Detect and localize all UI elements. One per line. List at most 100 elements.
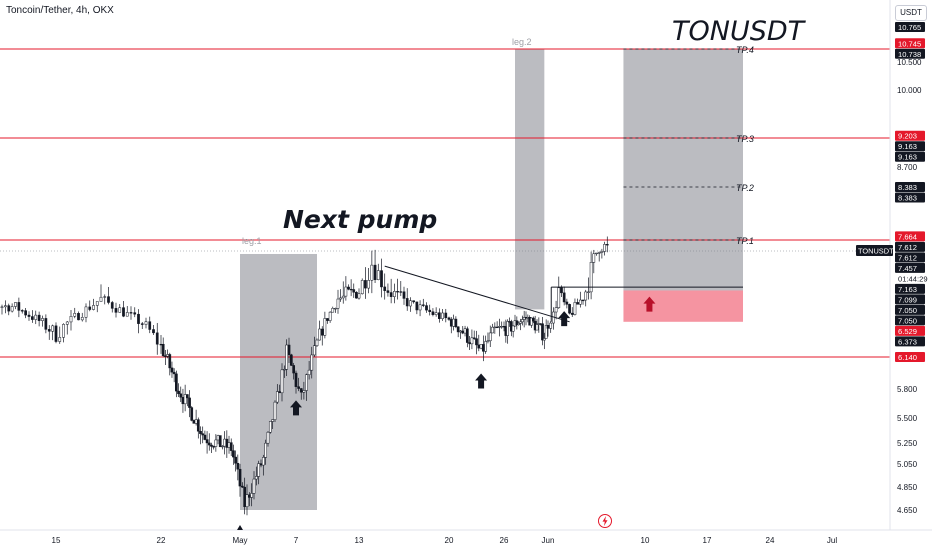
candle-body-167 [444,312,448,319]
y-tick-label: 5.800 [897,385,918,394]
candle-body-222 [562,292,566,303]
target-arrow-up-icon [643,296,656,312]
candle-body-169 [449,319,453,327]
price-axis[interactable]: 10.500 10.000 8.700 5.800 5.500 5.250 5.050 4.8… [856,0,928,530]
price-tag-label: 10.738 [898,50,921,59]
candle-body-84 [221,445,224,448]
candle-body-54 [152,329,155,334]
symbol-header[interactable]: Toncoin/Tether, 4h, OKX [6,5,114,16]
candle-body-44 [114,308,118,313]
x-tick-label: May [232,536,247,545]
candle-body-179 [472,337,476,339]
candle-body-142 [364,280,367,289]
candle-body-129 [328,311,332,321]
candle-body-97 [250,493,254,498]
candle-body-133 [339,297,342,300]
candle-body-48 [129,312,133,314]
candle-body-226 [573,302,577,315]
arrow-up-icon-2 [558,311,571,327]
y-tick-label: 10.000 [897,86,922,95]
price-tag-bg [895,304,925,315]
arrow-up-icon-0 [290,400,302,416]
y-tick-label: 4.850 [897,483,918,492]
candle-body-60 [168,354,172,369]
candle-body-119 [302,390,306,393]
candle-body-59 [166,354,169,357]
entry-zone [623,290,743,322]
candle-body-225 [570,312,574,315]
candle-body-36 [84,306,88,318]
candle-body-105 [268,421,272,433]
price-tag-bg [895,325,925,336]
candle-body-180 [475,338,478,346]
price-tag-bg [895,262,925,273]
tp3-label: TP.3 [736,134,754,144]
zones [240,49,743,510]
candle-body-224 [568,304,571,314]
candle-body-155 [405,298,409,307]
currency-button[interactable]: USDT [895,5,927,21]
candle-body-62 [172,371,176,375]
lightning-circle-icon[interactable] [597,513,613,529]
price-tag-bg [895,241,925,252]
candle-body-235 [597,252,601,254]
candle-body-201 [519,321,522,324]
candle-body-64 [177,390,180,395]
price-tag-bg [895,273,925,284]
price-tag-label: 7.664 [898,232,917,241]
candle-body-29 [58,337,62,342]
candle-body-116 [294,372,298,387]
price-tag-label: 10.745 [898,39,921,48]
price-tag-label: 9.163 [898,142,917,151]
candle-body-229 [581,299,585,302]
x-tick-label: 24 [766,536,775,545]
price-tag-bg [895,182,925,192]
candle-body-171 [454,318,458,328]
candle-body-95 [245,494,249,507]
candle-body-230 [584,291,588,301]
candle-body-15 [10,306,14,312]
candle-body-131 [334,308,337,310]
price-tag-label: 7.163 [898,285,917,294]
candle-body-178 [470,337,474,345]
candle-body-182 [479,344,483,349]
candle-body-152 [396,291,399,293]
candle-body-19 [24,310,27,316]
candle-body-121 [307,369,311,375]
candle-body-55 [155,332,159,345]
candle-body-104 [266,431,270,444]
candle-body-164 [434,312,438,315]
candle-body-110 [280,369,284,394]
candle-body-216 [546,325,550,329]
candle-body-148 [383,286,387,291]
time-axis[interactable]: 15 22 May 7 13 20 26 Jun 10 17 24 Jul [0,525,932,545]
candle-body-65 [179,393,183,398]
candle-body-140 [357,293,361,299]
candle-body-141 [360,280,364,295]
candle-body-93 [240,485,244,488]
candle-body-51 [140,323,144,325]
candle-body-185 [486,340,490,342]
candle-body-238 [605,244,609,246]
price-tag-bg [895,283,925,294]
candle-body-16 [14,302,17,307]
candle-body-73 [196,419,200,432]
candle-body-213 [541,323,544,341]
candle-body-231 [587,291,590,293]
candle-body-52 [144,321,148,325]
candle-body-86 [225,438,229,448]
candle-body-61 [170,367,174,373]
candle-body-161 [425,305,428,311]
candle-body-130 [331,308,335,313]
candle-body-132 [336,298,340,309]
candle-body-221 [560,287,563,294]
candle-body-99 [254,476,258,480]
candle-body-100 [257,463,261,477]
candle-body-72 [194,419,198,424]
candle-body-102 [261,457,265,466]
candle-body-83 [218,435,222,448]
candle-body-202 [520,319,524,323]
candle-body-14 [7,305,11,312]
candle-body-88 [229,442,233,451]
